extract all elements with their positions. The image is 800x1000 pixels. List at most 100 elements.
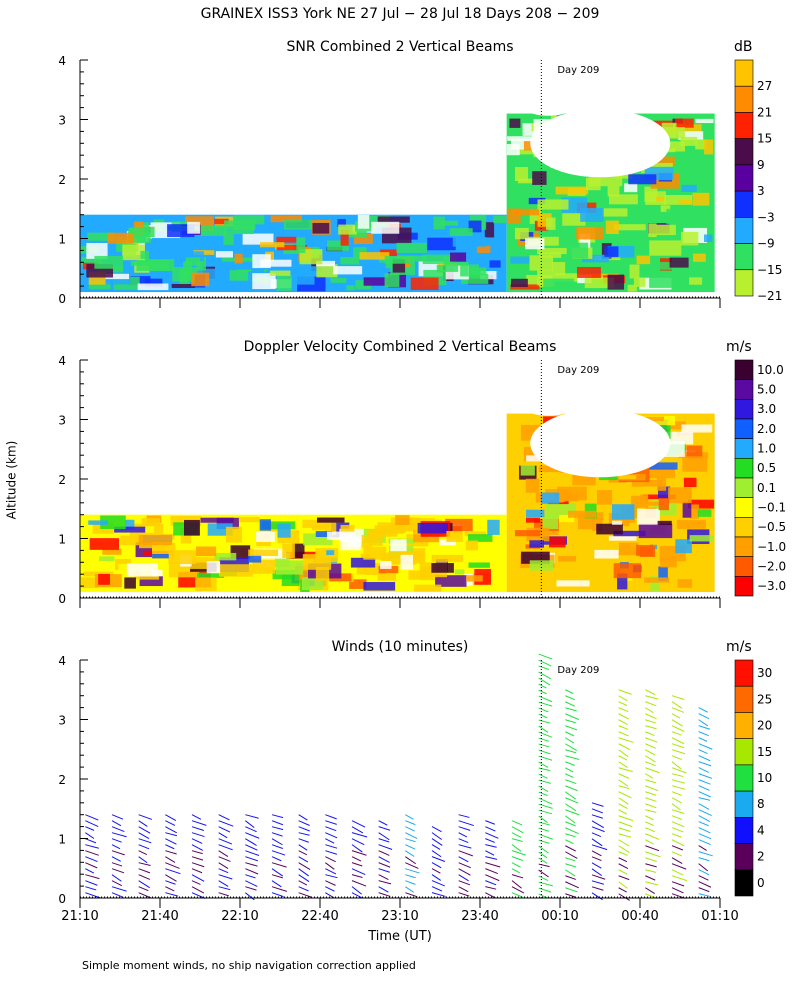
heatmap-cell <box>384 256 415 264</box>
wind-barb-21 <box>645 749 656 756</box>
wind-barb-7 <box>271 820 284 826</box>
y-tick-label: 2 <box>58 773 66 787</box>
wind-barb-5 <box>218 826 231 833</box>
wind-barb-21 <box>645 707 654 714</box>
wind-barb-1 <box>111 820 122 827</box>
wind-barb-3 <box>165 838 177 845</box>
wind-barb-22 <box>671 743 685 749</box>
heatmap-cell <box>704 139 714 155</box>
wind-barb-17 <box>538 791 548 797</box>
heatmap-cell <box>496 268 505 283</box>
x-tick-label: 00:40 <box>621 909 658 924</box>
wind-barb-2 <box>138 844 150 850</box>
wind-barb-22 <box>671 881 685 887</box>
wind-barb-14 <box>458 886 469 893</box>
colorbar-swatch <box>734 536 754 557</box>
colorbar-label: 10 <box>757 771 772 785</box>
data-gap <box>508 63 589 116</box>
wind-barb-0 <box>85 880 98 886</box>
heatmap-cell <box>695 118 714 124</box>
wind-barb-3 <box>165 868 181 875</box>
y-tick-label: 4 <box>58 54 66 68</box>
wind-barb-22 <box>671 791 682 796</box>
heatmap-cell <box>529 209 542 224</box>
heatmap-cell <box>333 266 363 275</box>
heatmap-cell <box>650 576 660 591</box>
wind-barb-12 <box>405 826 415 832</box>
heatmap-cell <box>340 257 360 265</box>
colorbar-label: 25 <box>757 692 772 706</box>
panel-2 <box>79 653 754 908</box>
wind-barb-20 <box>618 857 628 863</box>
wind-barb-1 <box>111 874 122 882</box>
heatmap-cell <box>506 144 520 156</box>
colorbar-swatch <box>734 576 754 597</box>
heatmap-cell <box>378 565 399 574</box>
wind-barb-1 <box>111 886 127 892</box>
heatmap-cell <box>604 246 619 257</box>
heatmap-cell <box>137 283 169 291</box>
wind-barb-14 <box>458 826 471 831</box>
heatmap-cell <box>667 421 686 430</box>
heatmap-cell <box>465 540 478 551</box>
wind-barb-7 <box>271 826 284 831</box>
wind-barb-20 <box>618 773 630 779</box>
wind-barb-14 <box>458 850 473 857</box>
heatmap-cell <box>427 237 456 251</box>
wind-barb-9 <box>325 844 338 849</box>
colorbar-label: 21 <box>757 105 772 119</box>
heatmap-cell <box>493 215 507 224</box>
wind-barb-20 <box>618 845 630 853</box>
heatmap-cell <box>540 492 560 504</box>
heatmap-cell <box>276 274 292 291</box>
heatmap-cell <box>656 224 676 236</box>
wind-barb-19 <box>591 814 603 819</box>
wind-barb-3 <box>165 850 177 855</box>
wind-barb-0 <box>85 826 95 831</box>
wind-barb-7 <box>271 868 284 877</box>
wind-barb-12 <box>405 874 416 879</box>
heatmap-cell <box>346 536 362 547</box>
wind-barb-22 <box>671 767 687 774</box>
heatmap-cell <box>296 237 306 254</box>
colorbar-label: 30 <box>757 666 772 680</box>
wind-barb-15 <box>485 832 499 839</box>
heatmap-cell <box>688 499 715 509</box>
heatmap-cell <box>613 224 646 231</box>
wind-barb-18 <box>565 797 579 804</box>
colorbar-swatch <box>734 712 754 739</box>
wind-barb-18 <box>565 815 576 824</box>
heatmap-cell <box>327 531 355 541</box>
heatmap-cell <box>555 493 579 502</box>
wind-barb-20 <box>618 851 628 856</box>
wind-barb-4 <box>191 814 202 820</box>
colorbar-swatch <box>734 477 754 498</box>
wind-barb-17 <box>538 701 553 707</box>
wind-barb-5 <box>218 838 233 845</box>
wind-barb-23 <box>698 815 711 822</box>
heatmap-cell <box>377 522 405 534</box>
wind-barb-0 <box>85 832 95 839</box>
heatmap-cell <box>133 226 155 238</box>
wind-barb-9 <box>325 868 337 875</box>
heatmap-cell <box>532 171 547 185</box>
heatmap-cell <box>695 139 707 150</box>
heatmap-cell <box>139 576 163 587</box>
wind-barb-15 <box>485 874 500 882</box>
wind-barb-11 <box>378 874 389 881</box>
heatmap-cell <box>260 259 292 267</box>
wind-barb-18 <box>565 887 578 893</box>
heatmap-cell <box>363 582 396 591</box>
heatmap-cell <box>136 259 170 271</box>
heatmap-cell <box>395 515 410 526</box>
wind-barb-17 <box>538 671 552 680</box>
page-title: GRAINEX ISS3 York NE 27 Jul − 28 Jul 18 … <box>200 6 600 22</box>
heatmap-cell <box>145 278 163 287</box>
wind-barb-17 <box>538 749 551 755</box>
heatmap-cell <box>141 518 161 526</box>
wind-barb-22 <box>671 707 685 713</box>
wind-barb-17 <box>538 857 548 864</box>
heatmap-cell <box>648 223 657 238</box>
heatmap-cell <box>439 539 456 546</box>
